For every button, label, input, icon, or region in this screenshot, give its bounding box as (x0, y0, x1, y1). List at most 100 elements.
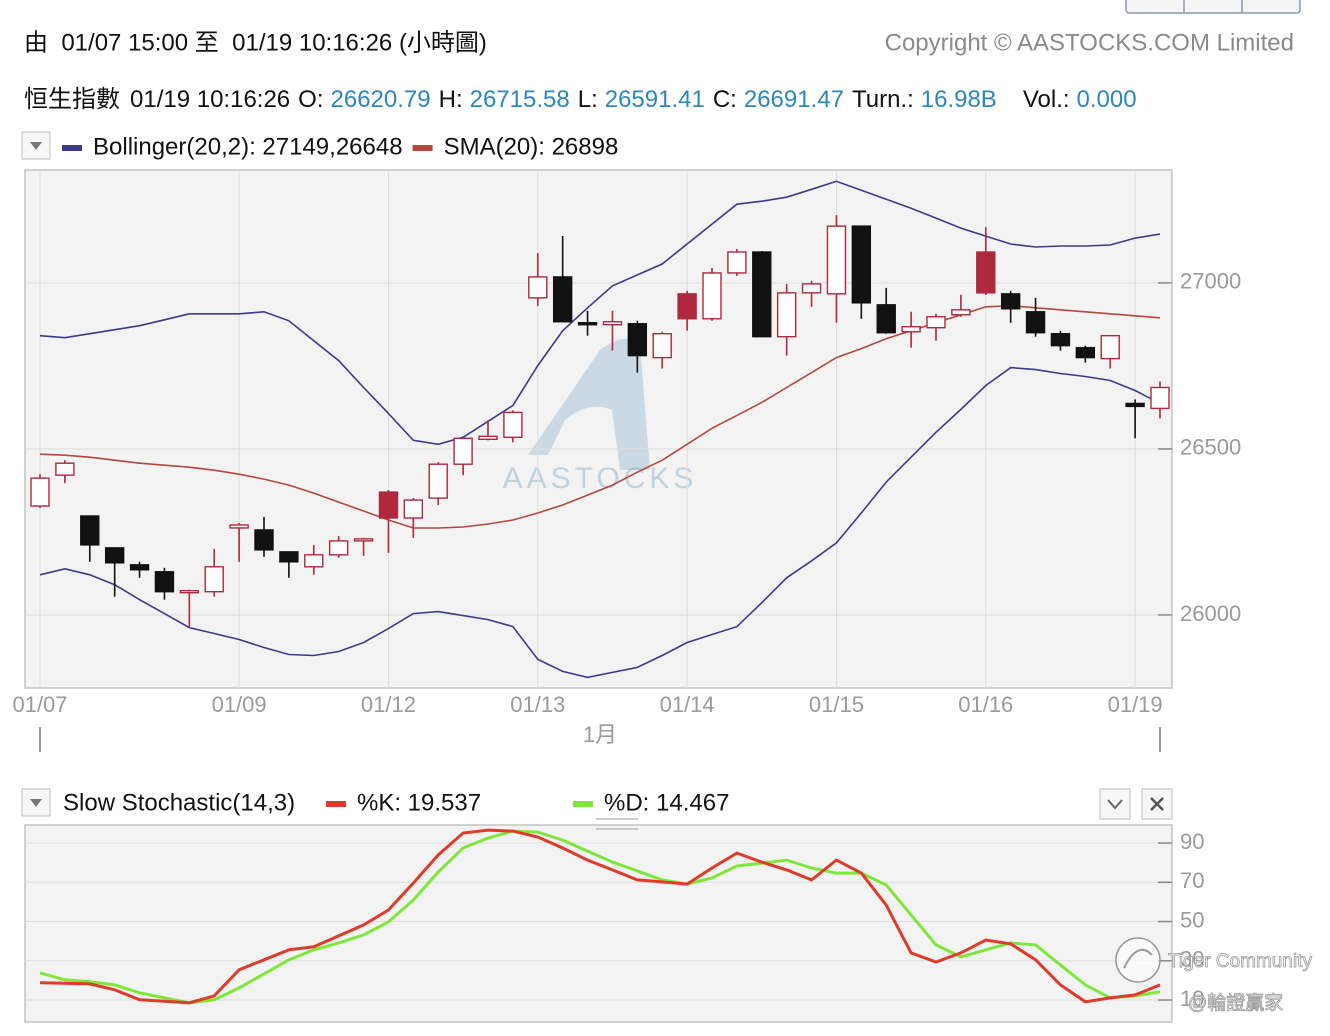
candle-body (552, 276, 573, 323)
candle-body (951, 309, 971, 316)
candle-body (727, 251, 747, 274)
stochastic-line (39, 829, 1161, 1005)
watermark-text: AASTOCKS (503, 462, 698, 495)
candle-body (1075, 346, 1096, 359)
candle-body (179, 590, 200, 594)
quote-label: O: (298, 86, 323, 113)
quote-value: 16.98B (921, 86, 997, 113)
candle-body (378, 491, 399, 519)
candle-body (976, 251, 996, 294)
toolbar-frame[interactable] (1125, 0, 1301, 14)
community-text: @輪證贏家 (1188, 992, 1283, 1014)
legend-label: SMA(20): 26898 (444, 133, 619, 160)
y-tick-label: 70 (1180, 868, 1204, 893)
bollinger-upper (39, 180, 1161, 446)
candle-body (876, 304, 896, 334)
quote-label: H: (439, 86, 463, 113)
candle-body (528, 276, 548, 299)
legend-swatch (62, 145, 82, 151)
candle-body (154, 571, 175, 593)
x-tick-label: 01/13 (510, 692, 565, 717)
candle-body (901, 326, 921, 333)
candle-body (1000, 293, 1021, 310)
index-name: 恒生指數 (24, 86, 120, 113)
candle-body (254, 529, 274, 551)
candle-body (1125, 402, 1145, 408)
quote-value: 26591.41 (605, 86, 705, 113)
quote-line: 恒生指數 01/19 10:16:26 O: 26620.79 H: 26715.58 L:… (24, 86, 1137, 113)
legend-swatch (412, 145, 433, 151)
stochastic-line (39, 828, 1161, 1005)
legend-label: %K: 19.537 (357, 789, 481, 816)
indicator-title: Slow Stochastic(14,3) (63, 789, 295, 816)
dropdown-arrow (30, 799, 42, 807)
candle-body (926, 316, 946, 329)
y-tick-label: 30 (1180, 947, 1204, 972)
bollinger-lower (39, 366, 1161, 679)
candle-body (229, 524, 249, 529)
quote-time: 01/19 10:16:26 (130, 86, 290, 113)
candle-body (1025, 311, 1046, 334)
y-tick-label: 26500 (1180, 435, 1241, 460)
candle-body (677, 293, 697, 320)
legend-label: Bollinger(20,2): 27149,26648 (93, 133, 403, 160)
quote-value: 26691.47 (744, 86, 844, 113)
date-range: 由 01/07 15:00 至 01/19 10:16:26 (小時圖) (24, 29, 487, 56)
x-axis-label: 1月 (583, 722, 617, 747)
legend-swatch (573, 801, 593, 807)
watermark-logo (528, 338, 650, 470)
candle-body (826, 225, 847, 295)
candle-body (55, 462, 75, 476)
candle-body (1150, 386, 1170, 410)
y-tick-label: 90 (1180, 829, 1204, 854)
community-logo (1115, 937, 1161, 983)
legend-swatch (326, 801, 346, 807)
candle-body (577, 322, 598, 326)
candle-body (104, 547, 125, 564)
y-tick-label: 27000 (1180, 269, 1241, 294)
candle-body (851, 225, 872, 304)
candle-body (304, 554, 324, 568)
x-tick-label: 01/14 (660, 692, 715, 717)
y-tick-label: 50 (1180, 907, 1204, 932)
candle-body (403, 499, 424, 519)
candle-body (478, 435, 498, 440)
candle-body (204, 566, 224, 593)
candle-body (1050, 333, 1071, 347)
candle-body (80, 515, 100, 546)
close-icon (1150, 797, 1164, 811)
candle-body (503, 411, 523, 439)
community-text: Tiger Community (1168, 951, 1312, 972)
quote-label: Turn.: (852, 86, 914, 113)
x-tick-label: 01/16 (958, 692, 1013, 717)
price-plot-area (24, 169, 1173, 689)
candle-body (428, 463, 448, 499)
dropdown-arrow (30, 142, 42, 150)
quote-value: 26620.79 (331, 86, 431, 113)
candle-body (30, 477, 50, 507)
x-tick-label: 01/12 (361, 692, 416, 717)
dropdown-button[interactable] (21, 788, 51, 817)
candle-body (453, 437, 473, 465)
candle-body (702, 272, 722, 320)
candle-body (752, 251, 772, 338)
quote-value: 0.000 (1077, 86, 1137, 113)
candle-body (801, 283, 822, 294)
x-tick-label: 01/19 (1108, 692, 1163, 717)
collapse-button[interactable] (1099, 788, 1131, 820)
x-tick-label: 01/15 (809, 692, 864, 717)
sma-line (39, 304, 1161, 529)
y-tick-label: 10 (1180, 986, 1204, 1011)
quote-value: 26715.58 (470, 86, 570, 113)
candle-body (353, 538, 374, 542)
community-watermark (1115, 937, 1161, 983)
quote-label: C: (713, 86, 737, 113)
candle-body (652, 333, 672, 359)
x-tick-label: 01/07 (12, 692, 67, 717)
watermark-shape (528, 338, 650, 470)
candle-body (1100, 334, 1120, 360)
collapse-icon (1107, 799, 1123, 810)
x-tick-label: 01/09 (212, 692, 267, 717)
candle-body (602, 321, 623, 326)
